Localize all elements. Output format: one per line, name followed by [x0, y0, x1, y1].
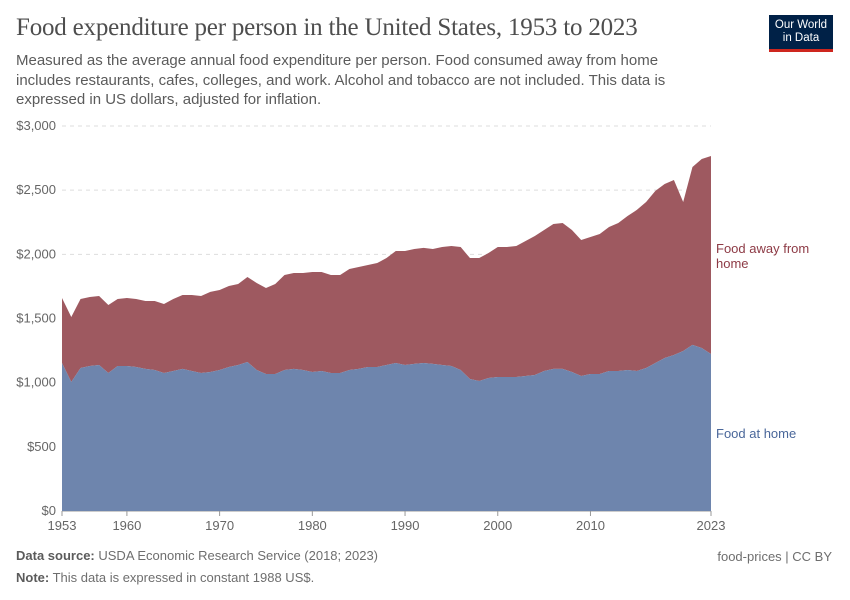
x-tick-label: 2010 — [576, 518, 605, 533]
note: Note: This data is expressed in constant… — [16, 570, 314, 585]
y-tick-label: $500 — [27, 439, 56, 454]
x-tick-label: 1953 — [48, 518, 77, 533]
y-tick-label: $1,500 — [16, 311, 56, 326]
series-label-away[interactable]: Food away from home — [716, 241, 809, 271]
y-tick-label: $0 — [42, 503, 56, 518]
chart-title: Food expenditure per person in the Unite… — [16, 14, 638, 41]
series-label-away-line2: home — [716, 256, 749, 271]
y-tick-label: $2,500 — [16, 182, 56, 197]
source-link[interactable]: USDA Economic Research Service (2018; 20… — [98, 548, 379, 563]
chart-subtitle: Measured as the average annual food expe… — [16, 52, 666, 108]
license[interactable]: food-prices | CC BY — [717, 549, 832, 564]
x-tick-label: 1960 — [112, 518, 141, 533]
y-tick-label: $2,000 — [16, 246, 56, 261]
area-food-at-home — [62, 344, 711, 511]
data-source: Data source: USDA Economic Research Serv… — [16, 548, 378, 563]
note-label: Note: — [16, 570, 50, 585]
y-tick-label: $1,000 — [16, 375, 56, 390]
x-tick-label: 1980 — [298, 518, 327, 533]
series-label-away-line1: Food away from — [716, 241, 809, 256]
x-tick-label: 2023 — [697, 518, 726, 533]
x-tick-label: 2000 — [483, 518, 512, 533]
note-text: This data is expressed in constant 1988 … — [52, 570, 315, 585]
area-food-away-from-home — [62, 156, 711, 383]
y-tick-label: $3,000 — [16, 118, 56, 133]
series-label-home[interactable]: Food at home — [716, 426, 796, 441]
x-tick-label: 1990 — [391, 518, 420, 533]
owid-logo[interactable]: Our World in Data — [769, 15, 833, 52]
x-tick-label: 1970 — [205, 518, 234, 533]
source-label: Data source: — [16, 548, 95, 563]
